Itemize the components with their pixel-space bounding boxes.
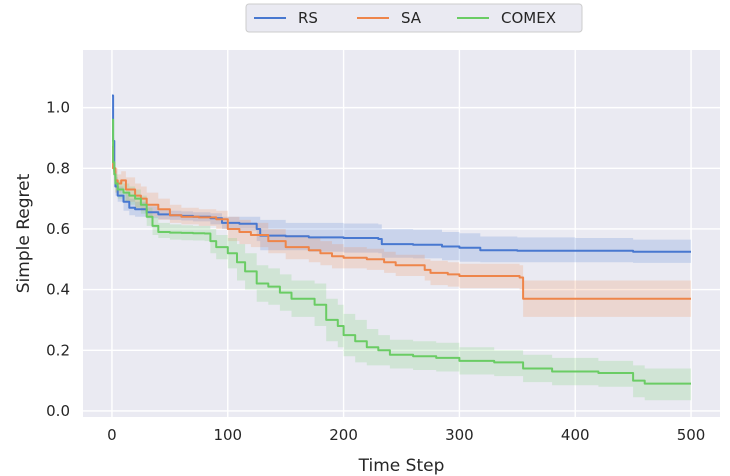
x-tick-label: 500	[677, 426, 706, 444]
grid	[83, 50, 720, 417]
x-axis-label: Time Step	[358, 456, 445, 476]
legend-box	[245, 3, 583, 33]
x-tick-label: 300	[445, 426, 474, 444]
y-tick-label: 0.4	[46, 281, 70, 299]
x-tick-label: 400	[561, 426, 590, 444]
y-tick-label: 1.0	[46, 99, 70, 117]
y-tick-label: 0.0	[46, 402, 70, 420]
sa-line	[112, 146, 691, 300]
y-tick-label: 0.6	[46, 220, 70, 238]
comex-band	[112, 116, 691, 401]
x-tick-label: 200	[329, 426, 358, 444]
y-tick-label: 0.8	[46, 159, 70, 177]
x-tick-label: 0	[107, 426, 117, 444]
x-tick-label: 100	[213, 426, 242, 444]
legend-label-rs: RS	[298, 9, 318, 27]
comex-line	[112, 118, 691, 385]
series-lines	[112, 94, 691, 385]
legend: RS SA COMEX	[245, 3, 583, 33]
tick-labels: 0 100 200 300 400 500 0.0 0.2 0.4 0.6 0.8 1.0	[46, 99, 705, 444]
legend-label-sa: SA	[401, 9, 422, 27]
rs-line	[112, 94, 691, 253]
y-tick-label: 0.2	[46, 341, 70, 359]
legend-label-comex: COMEX	[501, 9, 556, 27]
y-axis-label: Simple Regret	[14, 173, 34, 293]
rs-band	[112, 95, 691, 263]
